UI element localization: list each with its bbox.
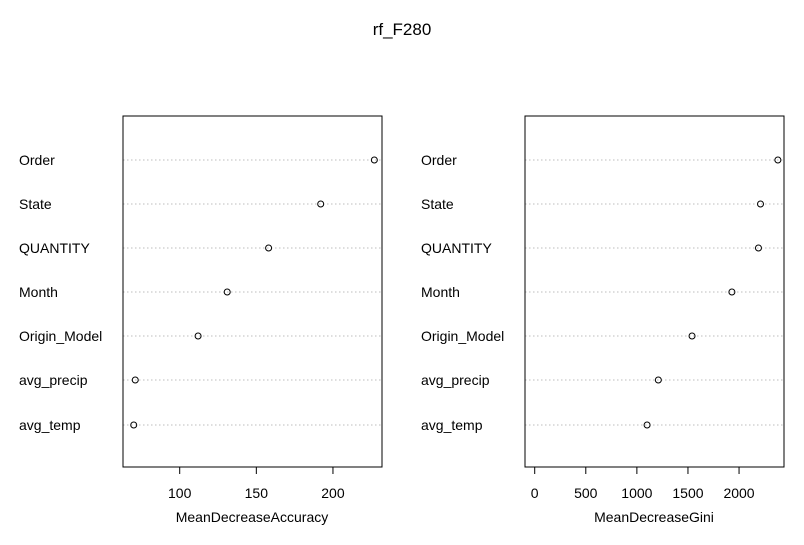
data-point — [131, 376, 139, 384]
x-tick-label: 200 — [321, 485, 345, 501]
category-label: avg_temp — [421, 417, 483, 433]
category-label: QUANTITY — [421, 240, 492, 256]
data-point — [757, 200, 765, 208]
data-point — [654, 376, 662, 384]
x-tick-label: 500 — [574, 485, 598, 501]
category-label: State — [19, 196, 52, 212]
x-axis-title: MeanDecreaseAccuracy — [176, 509, 329, 525]
x-tick-label: 150 — [245, 485, 269, 501]
data-point — [317, 200, 325, 208]
data-point — [194, 332, 202, 340]
data-point — [265, 244, 273, 252]
category-label: Origin_Model — [421, 328, 504, 344]
x-tick-label: 1500 — [672, 485, 703, 501]
data-point — [728, 288, 736, 296]
data-point — [643, 421, 651, 429]
category-label: avg_precip — [421, 372, 490, 388]
data-point — [774, 156, 782, 164]
data-point — [130, 421, 138, 429]
panel-mean-decrease-accuracy: MeanDecreaseAccuracy Order State QUANTITY M… — [19, 115, 383, 525]
x-tick-label: 100 — [168, 485, 192, 501]
x-tick-label: 0 — [531, 485, 539, 501]
category-label: avg_precip — [19, 372, 88, 388]
data-point — [688, 332, 696, 340]
category-label: State — [421, 196, 454, 212]
data-point — [754, 244, 762, 252]
chart-title: rf_F280 — [373, 20, 432, 39]
category-label: Order — [421, 152, 457, 168]
category-label: Month — [421, 284, 460, 300]
x-tick-label: 2000 — [723, 485, 754, 501]
data-point — [370, 156, 378, 164]
category-label: Month — [19, 284, 58, 300]
data-point — [223, 288, 231, 296]
category-label: Origin_Model — [19, 328, 102, 344]
category-label: QUANTITY — [19, 240, 90, 256]
panel-mean-decrease-gini: MeanDecreaseGini Order State QUANTITY Month… — [421, 115, 785, 525]
x-axis-title: MeanDecreaseGini — [594, 509, 714, 525]
x-tick-label: 1000 — [621, 485, 652, 501]
category-label: Order — [19, 152, 55, 168]
category-label: avg_temp — [19, 417, 81, 433]
